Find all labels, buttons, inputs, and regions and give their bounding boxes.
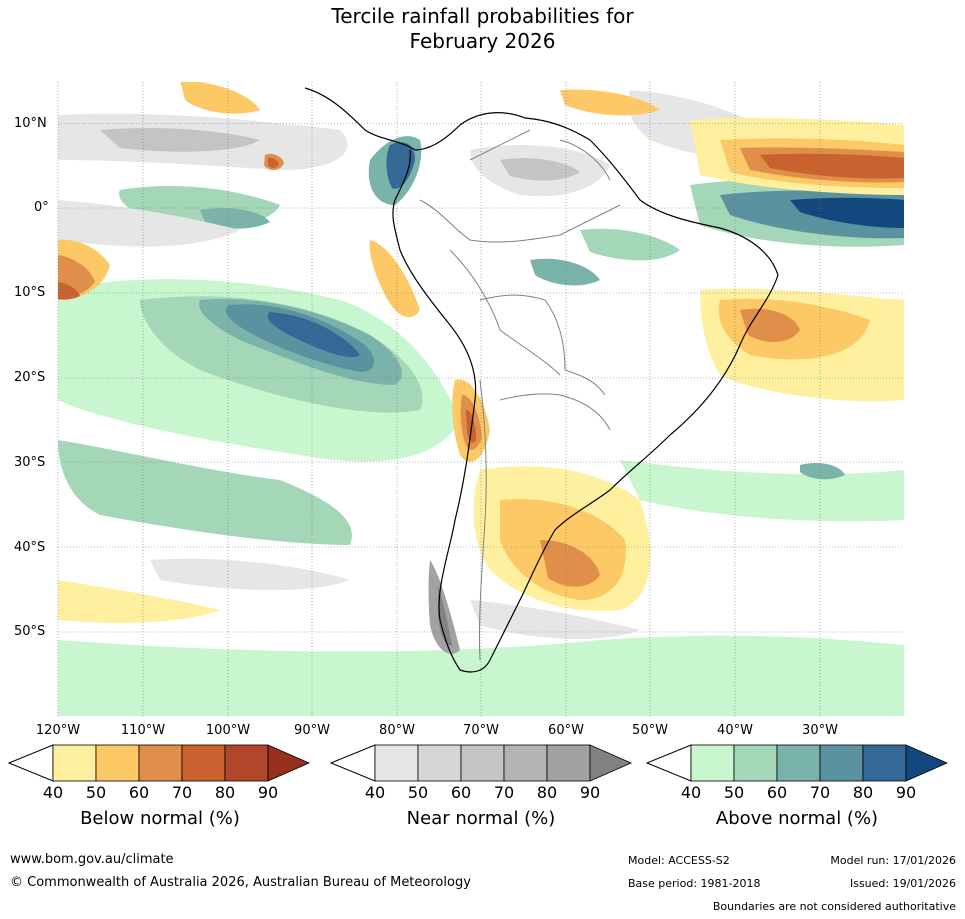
- model-run-date: Model run: 17/01/2026: [830, 854, 956, 867]
- title-line-2: February 2026: [409, 29, 556, 53]
- cb-near-tick: 90: [579, 783, 601, 802]
- colorbar-above-normal: [646, 744, 948, 782]
- colorbar-near-title: Near normal (%): [406, 808, 556, 829]
- model-name: Model: ACCESS-S2: [628, 854, 730, 867]
- website-link[interactable]: www.bom.gov.au/climate: [10, 852, 174, 867]
- colorbar-near-swatch: [546, 744, 591, 782]
- lat-label-40s: 40°S: [14, 540, 46, 555]
- cb-near-tick: 70: [493, 783, 515, 802]
- cb-below-tick: 70: [171, 783, 193, 802]
- colorbar-below-swatches: [8, 744, 310, 782]
- colorbar-above-swatch: [905, 744, 948, 782]
- colorbar-above-swatch: [819, 744, 864, 782]
- lon-label-110w: 110°W: [120, 723, 166, 738]
- gridlines: [57, 82, 904, 716]
- colorbar-below-title: Below normal (%): [80, 808, 240, 829]
- cb-above-tick: 70: [809, 783, 831, 802]
- probability-map: [57, 82, 904, 716]
- colorbar-near-swatch: [374, 744, 419, 782]
- country-borders: [419, 129, 621, 661]
- cb-above-tick: 80: [852, 783, 874, 802]
- colorbar-above-title: Above normal (%): [715, 808, 879, 829]
- cb-below-tick: 90: [257, 783, 279, 802]
- colorbar-near-normal: [330, 744, 632, 782]
- colorbar-below-swatch: [267, 744, 310, 782]
- lon-label-100w: 100°W: [205, 723, 251, 738]
- lat-label-20s: 20°S: [14, 370, 46, 385]
- cb-near-tick: 50: [407, 783, 429, 802]
- lon-label-80w: 80°W: [379, 723, 415, 738]
- colorbar-above-swatch: [690, 744, 735, 782]
- cb-below-tick: 50: [85, 783, 107, 802]
- lon-label-30w: 30°W: [802, 723, 838, 738]
- lat-label-0: 0°: [34, 200, 49, 215]
- lon-label-120w: 120°W: [35, 723, 81, 738]
- lon-label-60w: 60°W: [548, 723, 584, 738]
- colorbar-above-swatch: [862, 744, 907, 782]
- lat-label-50s: 50°S: [14, 624, 46, 639]
- colorbar-above-swatch: [776, 744, 821, 782]
- colorbar-below-swatch: [181, 744, 226, 782]
- colorbar-below-swatch: [52, 744, 97, 782]
- colorbar-below-swatch: [95, 744, 140, 782]
- cb-below-tick: 40: [42, 783, 64, 802]
- cb-above-tick: 60: [766, 783, 788, 802]
- probability-fields: [58, 82, 904, 716]
- colorbar-near-swatch: [589, 744, 632, 782]
- cb-near-tick: 60: [450, 783, 472, 802]
- colorbar-below-swatch: [224, 744, 269, 782]
- cb-below-tick: 60: [128, 783, 150, 802]
- base-period: Base period: 1981-2018: [628, 877, 761, 890]
- lon-label-50w: 50°W: [632, 723, 668, 738]
- cb-below-tick: 80: [214, 783, 236, 802]
- colorbar-above-swatch: [733, 744, 778, 782]
- lat-label-30s: 30°S: [14, 455, 46, 470]
- colorbar-near-swatch: [503, 744, 548, 782]
- cb-above-tick: 50: [723, 783, 745, 802]
- colorbar-below-swatch: [138, 744, 183, 782]
- cb-near-tick: 40: [364, 783, 386, 802]
- cb-near-tick: 80: [536, 783, 558, 802]
- coastline: [304, 87, 779, 673]
- lat-label-10s: 10°S: [14, 285, 46, 300]
- colorbar-below-normal: [8, 744, 310, 782]
- lon-label-90w: 90°W: [294, 723, 330, 738]
- colorbar-near-swatch: [417, 744, 462, 782]
- issued-date: Issued: 19/01/2026: [849, 877, 956, 890]
- lat-label-10n: 10°N: [14, 116, 47, 131]
- colorbar-near-swatches: [330, 744, 632, 782]
- lon-label-40w: 40°W: [717, 723, 753, 738]
- cb-above-tick: 90: [895, 783, 917, 802]
- cb-above-tick: 40: [680, 783, 702, 802]
- title-line-1: Tercile rainfall probabilities for: [331, 4, 634, 28]
- lon-label-70w: 70°W: [463, 723, 499, 738]
- copyright-text: © Commonwealth of Australia 2026, Austra…: [10, 875, 471, 890]
- colorbar-near-swatch: [460, 744, 505, 782]
- boundaries-disclaimer: Boundaries are not considered authoritat…: [712, 900, 956, 913]
- map-title: Tercile rainfall probabilities for Febru…: [0, 4, 965, 54]
- colorbar-above-swatches: [646, 744, 948, 782]
